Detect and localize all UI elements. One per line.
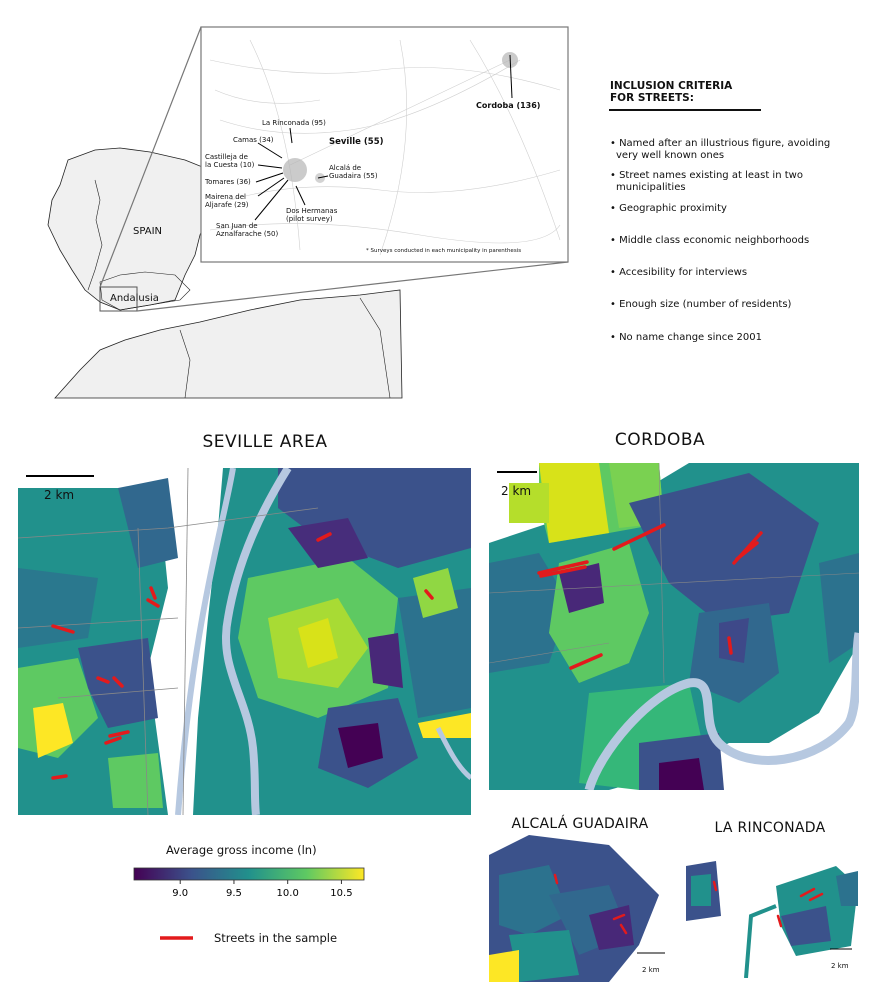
colorbar-ticks: 9.0 9.5 10.0 10.5: [172, 880, 353, 899]
inset-label-castilleja-1: Castilleja de: [205, 153, 248, 161]
africa-border: [179, 329, 191, 399]
legend-colorbar: 9.0 9.5 10.0 10.5: [133, 867, 365, 899]
cordoba-river: [584, 632, 859, 790]
criteria-item-5: • Accesibility for interviews: [610, 267, 748, 278]
inset-label-dos-hermanas-2: (pilot survey): [286, 215, 333, 223]
iberia-land: [47, 147, 213, 311]
overview-map: [47, 26, 569, 399]
alcala-scale-label: 2 km: [642, 966, 660, 974]
cordoba-roads: [489, 463, 859, 684]
inset-label-alcala: Alcalá de Guadaira (55): [329, 164, 378, 180]
seville-roads: [18, 468, 319, 815]
criteria-title-line1: INCLUSION CRITERIA: [610, 80, 733, 92]
seville-canal: [175, 468, 236, 815]
inset-label-castilleja-2: la Cuesta (10): [205, 161, 255, 169]
zoom-box: [99, 286, 138, 312]
criteria-item-3: • Geographic proximity: [610, 203, 727, 214]
seville-sample-streets: [51, 532, 434, 780]
rinconada-panel-title: LA RINCONADA: [714, 820, 826, 836]
seville-river: [222, 468, 292, 815]
legend-street-label: Streets in the sample: [214, 931, 338, 945]
seville-choropleth: [18, 468, 471, 815]
colorbar-tick-label: 10.0: [277, 888, 299, 899]
cordoba-panel-title: CORDOBA: [614, 430, 706, 450]
cordoba-choropleth: [489, 463, 859, 790]
colorbar-tick-label: 10.5: [330, 888, 352, 899]
inset-label-sanjuan: San Juan de Aznalfarache (50): [216, 222, 278, 238]
seville-map: [18, 468, 471, 815]
inset-label-castilleja: Castilleja de la Cuesta (10): [205, 153, 254, 169]
cordoba-sample-streets: [537, 523, 763, 670]
label-spain: SPAIN: [133, 226, 163, 237]
criteria-item-2-line1: • Street names existing at least in two: [610, 170, 803, 181]
inset-label-dos-hermanas-1: Dos Hermanas: [286, 207, 338, 215]
inset-label-seville: Seville (55): [329, 137, 384, 147]
legend-street-swatch: [160, 936, 193, 940]
inset-label-camas: Camas (34): [233, 136, 274, 144]
inset-label-la-rinconada: La Rinconada (95): [262, 119, 326, 127]
inset-label-tomares: Tomares (36): [205, 178, 251, 186]
andalusia-outline: [99, 271, 191, 311]
rinconada-sample-streets: [712, 880, 824, 928]
colorbar-tick-label: 9.5: [226, 888, 242, 899]
criteria-title-line2: FOR STREETS:: [610, 92, 694, 104]
seville-scale-label: 2 km: [44, 488, 75, 502]
criteria-item-1: • Named after an illustrious figure, avo…: [610, 138, 850, 162]
alcala-map: [489, 835, 667, 982]
criteria-item-7: • No name change since 2001: [610, 332, 762, 343]
inset-label-cordoba: Cordoba (136): [476, 101, 541, 110]
rinconada-corridor: [744, 904, 777, 978]
rinconada-scale-label: 2 km: [831, 962, 849, 970]
inset-leaders: [254, 54, 513, 221]
inset-label-mairena-1: Mairena del: [205, 193, 246, 201]
inset-label-mairena-2: Aljarafe (29): [205, 201, 249, 209]
criteria-item-2-line2: municipalities: [616, 182, 686, 193]
inset-label-sanjuan-1: San Juan de: [216, 222, 258, 230]
alcala-sample-streets: [553, 873, 628, 935]
legend-title: Average gross income (ln): [166, 843, 317, 857]
inset-label-dos-hermanas: Dos Hermanas (pilot survey): [286, 207, 337, 223]
cordoba-scale-label: 2 km: [501, 484, 532, 498]
seville-panel-title: SEVILLE AREA: [202, 432, 328, 452]
seville-river-2: [435, 726, 471, 780]
africa-land: [54, 289, 403, 399]
criteria-item-1-line1: • Named after an illustrious figure, avo…: [610, 138, 831, 149]
criteria-item-4: • Middle class economic neighborhoods: [610, 235, 810, 246]
criteria-underline: [609, 109, 761, 111]
inset-label-mairena: Mairena del Aljarafe (29): [205, 193, 249, 209]
alcala-panel-title: ALCALÁ GUADAIRA: [511, 816, 649, 832]
label-andalusia: Andalusia: [110, 293, 159, 304]
inset-footnote: * Surveys conducted in each municipality…: [366, 248, 522, 254]
criteria-item-6: • Enough size (number of residents): [610, 299, 792, 310]
inset-label-alcala-1: Alcalá de: [329, 164, 362, 172]
inset-roads: [209, 39, 561, 256]
inset-label-sanjuan-2: Aznalfarache (50): [216, 230, 279, 238]
rinconada-map: [686, 846, 858, 978]
alcala-choropleth: [489, 835, 659, 982]
criteria-item-1-line2: very well known ones: [616, 150, 725, 161]
cordoba-map: [489, 463, 859, 790]
africa-border-2: [359, 297, 391, 399]
criteria-item-2: • Street names existing at least in two …: [610, 170, 850, 194]
portugal-border: [87, 179, 103, 291]
colorbar-tick-label: 9.0: [172, 888, 188, 899]
colorbar-gradient: [133, 867, 365, 881]
inset-label-alcala-2: Guadaira (55): [329, 172, 378, 180]
rinconada-choropleth: [686, 861, 858, 956]
criteria-title: INCLUSION CRITERIA FOR STREETS:: [610, 80, 732, 104]
